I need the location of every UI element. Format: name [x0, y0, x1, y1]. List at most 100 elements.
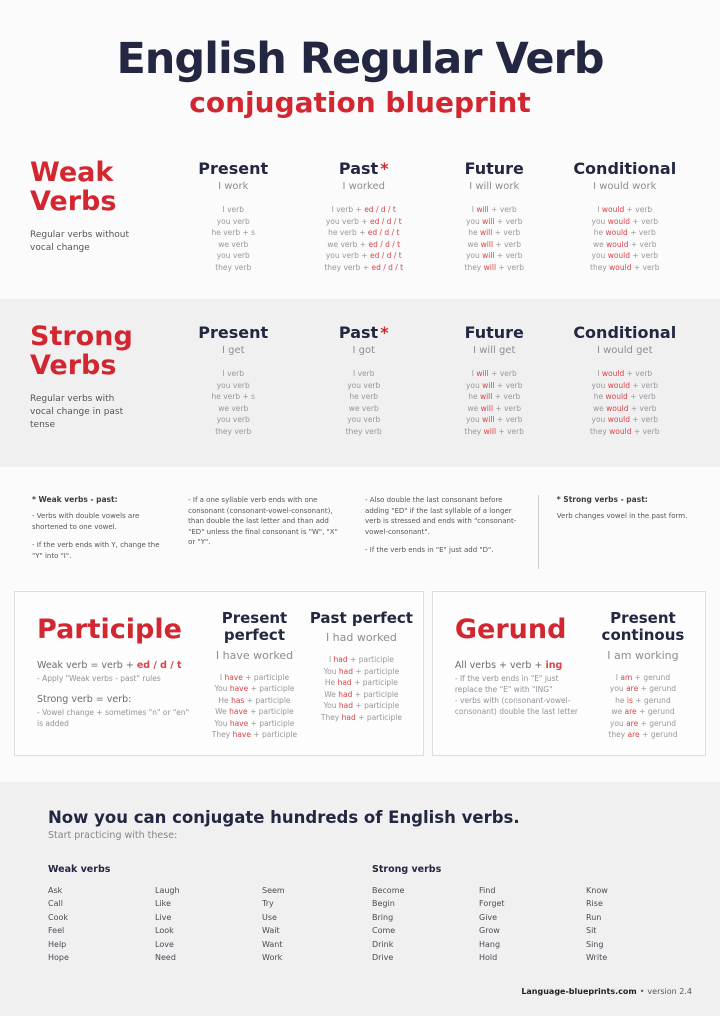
practice-subtitle: Start practicing with these:	[48, 829, 178, 841]
tense-example: I would get	[597, 345, 653, 356]
weak-conditional-column: Conditional I would work I would + verb y…	[560, 159, 691, 273]
conjugation-lines: I verb you verb he verb + s we verb you verb…	[211, 205, 256, 272]
footnote-body: - If a one syllable verb ends with one c…	[188, 496, 338, 546]
verb-list-column: Ask Call Cook Feel Help Hope	[48, 885, 69, 963]
tense-heading: Past *	[299, 323, 430, 342]
tense-example: I will work	[469, 181, 520, 192]
weak-verbs-practice-group: Weak verbs Ask Call Cook Feel Help Hope Laugh…	[48, 857, 372, 965]
tense-heading: Future	[429, 159, 560, 178]
strong-verbs-description: Regular verbs with vocal change in past …	[30, 393, 124, 430]
tense-example: I had worked	[325, 631, 397, 645]
tense-heading-label: Present	[198, 159, 269, 178]
strong-verbs-section: Strong Verbs Regular verbs with vocal ch…	[0, 299, 720, 467]
tense-example: I will get	[473, 345, 516, 356]
strong-verbs-intro: Strong Verbs Regular verbs with vocal ch…	[30, 321, 168, 432]
tense-heading-label: Present	[198, 323, 269, 342]
weak-verbs-intro: Weak Verbs Regular verbs without vocal c…	[30, 157, 168, 255]
gerund-title: Gerund	[454, 614, 567, 645]
conjugation-lines: I will + verb you will + verb he will + ve…	[464, 205, 524, 272]
brand-name: Language-blueprints.com	[521, 987, 637, 996]
practice-section: Now you can conjugate hundreds of Englis…	[0, 781, 720, 1016]
conjugation-lines: I verb you verb he verb we verb you verb they…	[345, 369, 382, 436]
tense-heading-label: Conditional	[573, 159, 677, 178]
page-title: English Regular Verb	[116, 34, 604, 84]
verb-list-column: Laugh Like Live Look Love Need	[155, 885, 180, 963]
tense-heading: Future	[429, 323, 560, 342]
conjugation-lines: I verb you verb he verb + s we verb you verb…	[211, 369, 256, 436]
strong-past-column: Past * I got I verb you verb he verb we verb…	[299, 323, 430, 437]
participle-intro: Participle Weak verb = verb + ed / d / t…	[23, 610, 201, 741]
tense-example: I get	[221, 345, 245, 356]
footnote-body: - Also double the last consonant before …	[365, 496, 517, 554]
gerund-box: Gerund All verbs + verb + ing - If the ve…	[431, 591, 706, 756]
tense-heading: Conditional	[560, 323, 691, 342]
footer-credit: Language-blueprints.com • version 2.4	[48, 987, 696, 1006]
weak-verbs-columns: Present I work I verb you verb he verb + s…	[168, 159, 690, 273]
strong-verbs-title: Strong Verbs	[30, 321, 133, 381]
weak-verbs-description: Regular verbs without vocal change	[30, 229, 130, 253]
practice-title: Now you can conjugate hundreds of Englis…	[48, 807, 520, 827]
poster-header: English Regular Verb conjugation bluepri…	[0, 0, 720, 119]
conjugation-lines: I will + verb you will + verb he will + ve…	[464, 369, 524, 436]
tense-heading: Past perfect	[309, 609, 413, 627]
tense-heading-label: Future	[464, 323, 524, 342]
verb-list-column: Find Forget Give Grow Hang Hold	[479, 885, 505, 963]
weak-verbs-lists: Ask Call Cook Feel Help Hope Laugh Like Live Loo…	[48, 884, 372, 965]
tense-heading-label: Conditional	[573, 323, 677, 342]
weak-present-column: Present I work I verb you verb he verb + s…	[168, 159, 299, 273]
footnote-double-consonant-rule: - Also double the last consonant before …	[365, 495, 520, 569]
conjugation-lines: I am + gerund you are + gerund he is + ger…	[608, 672, 678, 740]
verb-list-column: Know Rise Run Sit Sing Write	[586, 885, 608, 963]
past-footnote-star: *	[380, 159, 389, 178]
tense-heading: Present	[168, 323, 299, 342]
weak-past-column: Past * I worked I verb + ed / d / t you ve…	[299, 159, 430, 273]
strong-verbs-practice-label: Strong verbs	[372, 863, 442, 875]
strong-verbs-practice-group: Strong verbs Become Begin Bring Come Drink Dr…	[372, 857, 696, 965]
past-perfect-column: Past perfect I had worked I had + partic…	[308, 609, 415, 741]
tense-example: I would work	[593, 181, 657, 192]
footnote-title: * Weak verbs - past:	[32, 495, 118, 504]
conjugation-lines: I verb + ed / d / t you verb + ed / d / t…	[324, 205, 404, 272]
tense-heading-label: Past	[338, 323, 379, 342]
strong-future-column: Future I will get I will + verb you will …	[429, 323, 560, 437]
weak-future-column: Future I will work I will + verb you will…	[429, 159, 560, 273]
tense-heading: Conditional	[560, 159, 691, 178]
tense-heading: Past *	[299, 159, 430, 178]
tense-example: I am working	[607, 648, 679, 662]
footnote-body: - Verbs with double vowels are shortened…	[32, 512, 160, 560]
footnotes-section: * Weak verbs - past: - Verbs with double…	[0, 495, 720, 569]
tense-example: I have worked	[215, 648, 294, 662]
strong-conditional-column: Conditional I would get I would + verb yo…	[560, 323, 691, 437]
footnote-weak-past: * Weak verbs - past: - Verbs with double…	[32, 495, 170, 569]
present-continous-column: Present continous I am working I am + ge…	[589, 609, 697, 741]
verb-list-column: Seem Try Use Wait Want Work	[262, 885, 285, 963]
footnote-title: * Strong verbs - past:	[556, 495, 648, 504]
tense-heading: Present	[168, 159, 299, 178]
gerund-rules: All verbs + verb + ing - If the verb ends…	[454, 660, 579, 716]
conjugation-lines: I would + verb you would + verb he would +…	[590, 205, 660, 272]
present-perfect-column: Present perfect I have worked I have + p…	[201, 609, 308, 741]
participle-gerund-row: Participle Weak verb = verb + ed / d / t…	[14, 591, 706, 756]
tense-heading: Present perfect	[221, 609, 288, 645]
practice-groups: Weak verbs Ask Call Cook Feel Help Hope Laugh…	[48, 857, 696, 965]
participle-rules: Weak verb = verb + ed / d / t- Apply "We…	[37, 660, 190, 728]
tense-example: I got	[352, 345, 375, 356]
tense-heading-label: Past	[338, 159, 379, 178]
conjugation-lines: I would + verb you would + verb he would +…	[590, 369, 660, 436]
weak-verbs-practice-label: Weak verbs	[48, 863, 111, 875]
version-label: version 2.4	[647, 987, 692, 996]
page-subtitle: conjugation blueprint	[189, 86, 531, 119]
past-footnote-star: *	[380, 323, 389, 342]
gerund-intro: Gerund All verbs + verb + ing - If the ve…	[441, 610, 589, 741]
conjugation-lines: I had + participle You had + participle He…	[320, 655, 402, 722]
strong-verbs-lists: Become Begin Bring Come Drink Drive Find Forge…	[372, 884, 696, 965]
weak-verbs-title: Weak Verbs	[30, 157, 117, 217]
tense-heading: Present continous	[601, 609, 685, 645]
footnote-body: Verb changes vowel in the past form.	[556, 512, 688, 520]
participle-title: Participle	[37, 614, 182, 645]
footnote-one-syllable-rule: - If a one syllable verb ends with one c…	[188, 495, 347, 569]
tense-example: I worked	[342, 181, 385, 192]
